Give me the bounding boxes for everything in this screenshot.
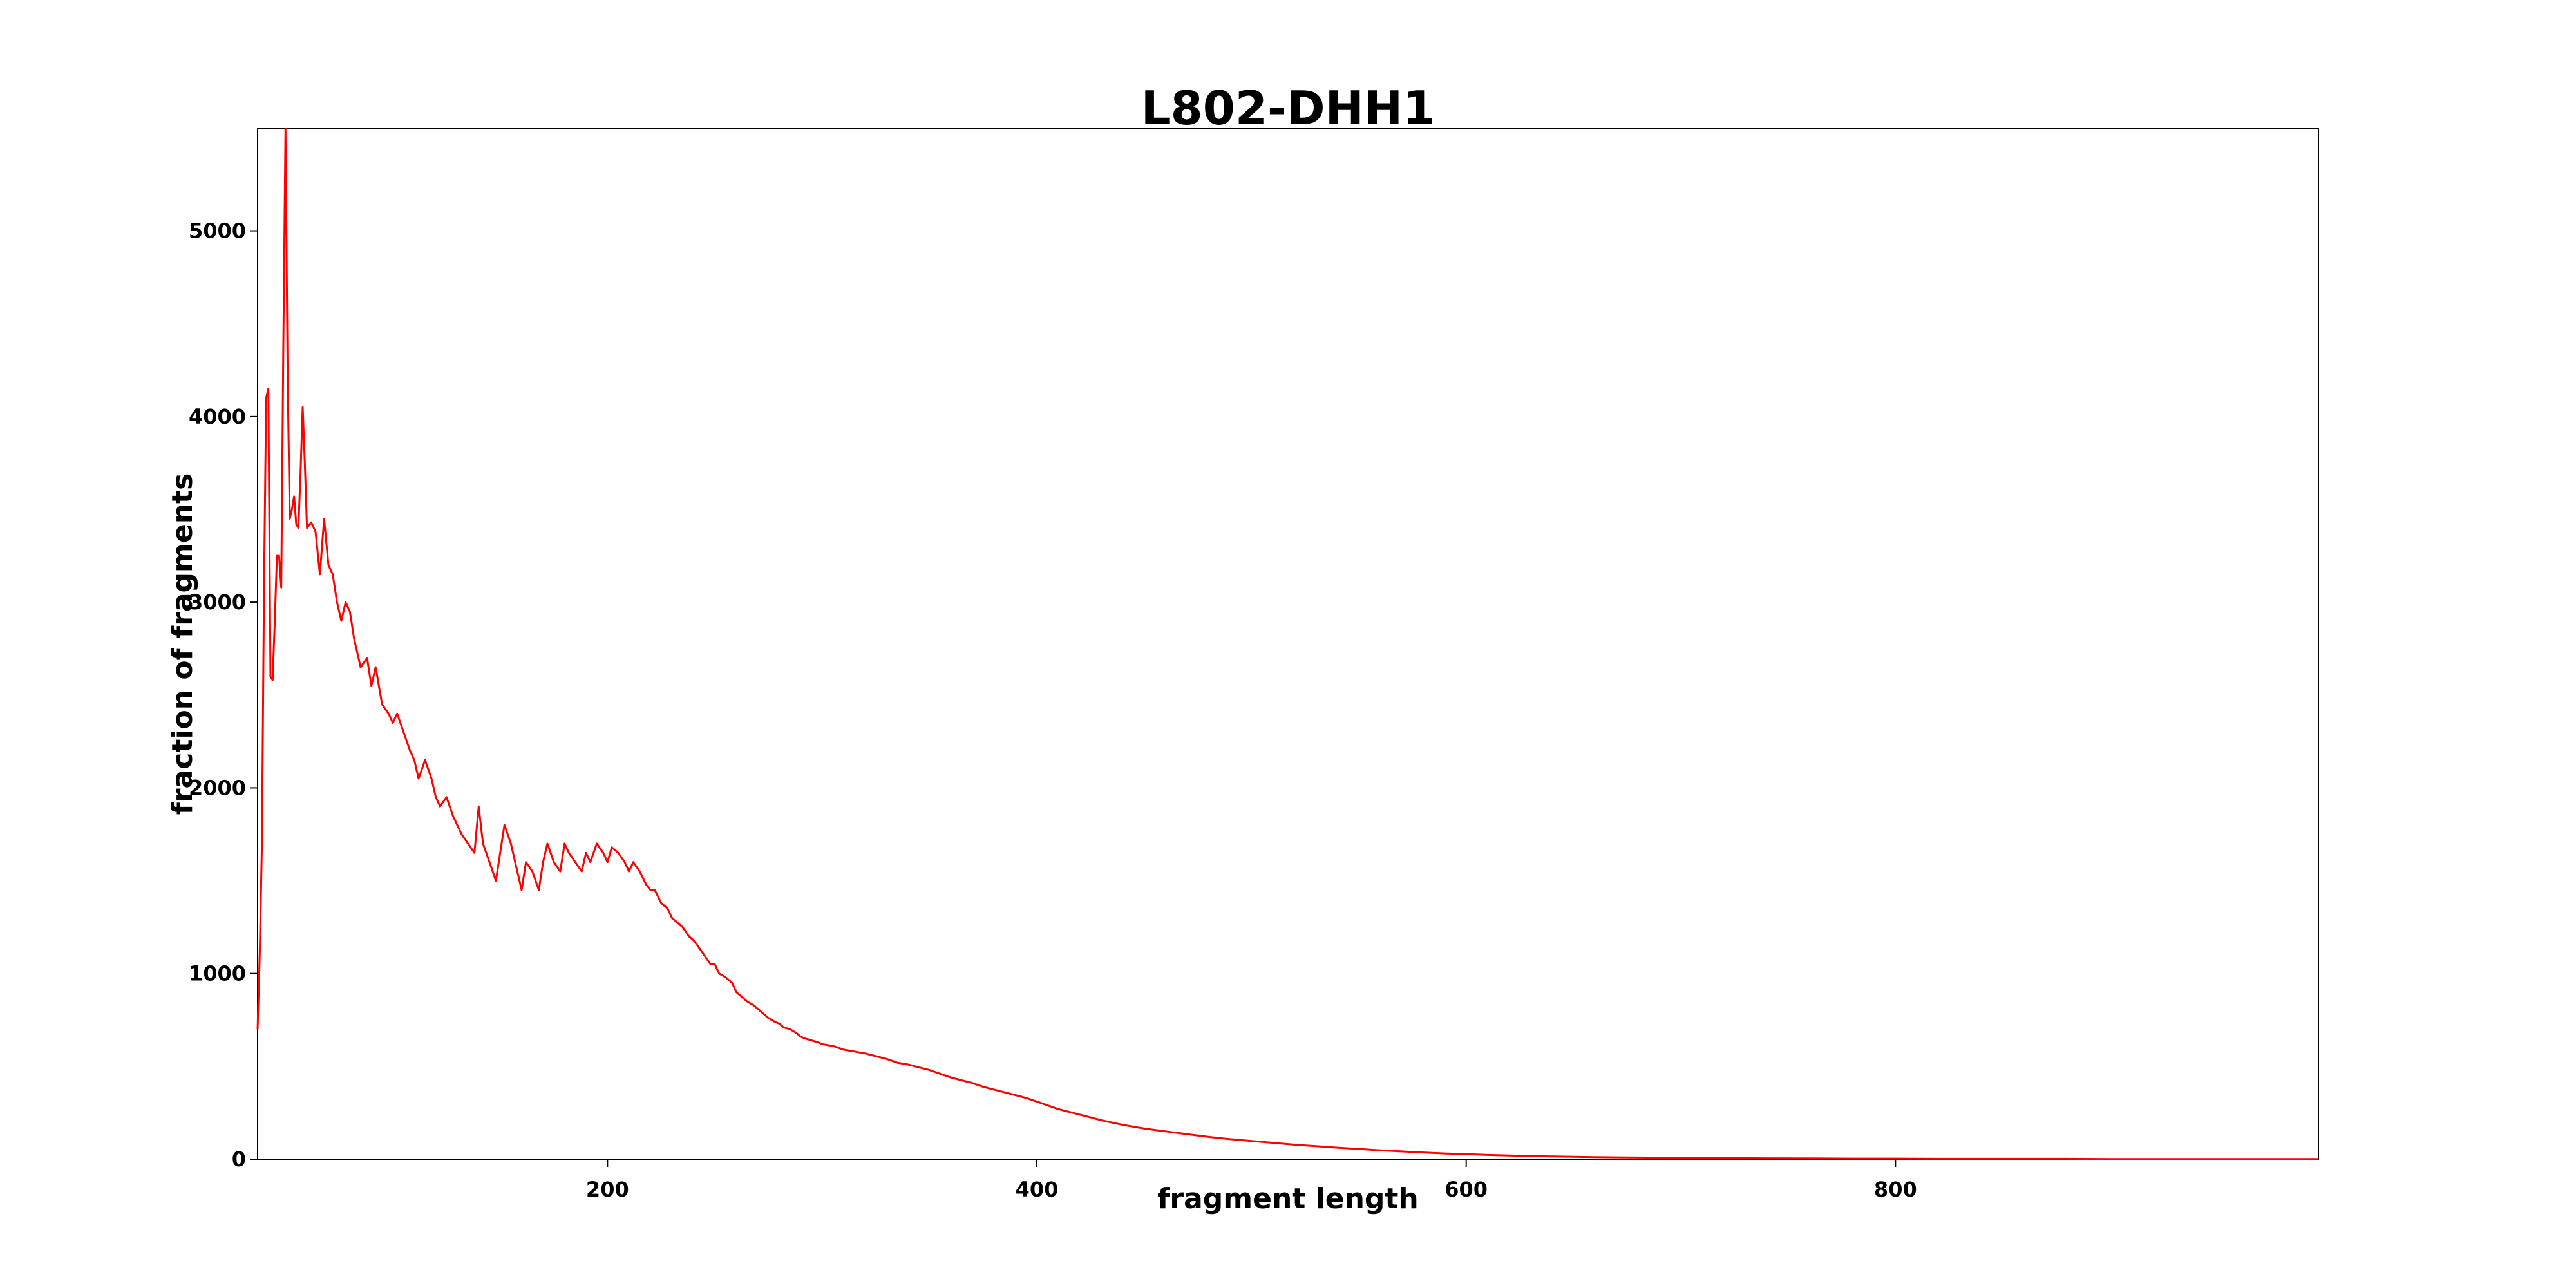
y-tick-label: 3000 [189, 590, 246, 614]
y-tick-label: 5000 [189, 219, 246, 243]
x-axis-label: fragment length [1157, 1182, 1419, 1215]
y-tick-label: 1000 [189, 961, 246, 986]
x-axis-ticks: 200 400 600 800 [586, 1159, 1917, 1202]
y-axis-ticks: 0 1000 2000 3000 4000 5000 [189, 219, 258, 1171]
x-tick-label: 400 [1016, 1177, 1059, 1202]
chart-title: L802-DHH1 [1141, 81, 1435, 135]
x-tick-label: 600 [1444, 1177, 1488, 1202]
plot-area-frame [257, 128, 2319, 1160]
y-tick-label: 0 [232, 1147, 246, 1171]
x-tick-label: 800 [1874, 1177, 1917, 1202]
series-line [256, 128, 2318, 1160]
x-tick-label: 200 [586, 1177, 629, 1202]
y-tick-label: 4000 [189, 404, 246, 429]
y-axis-label: fraction of fragments [166, 473, 199, 815]
y-tick-label: 2000 [189, 775, 246, 800]
